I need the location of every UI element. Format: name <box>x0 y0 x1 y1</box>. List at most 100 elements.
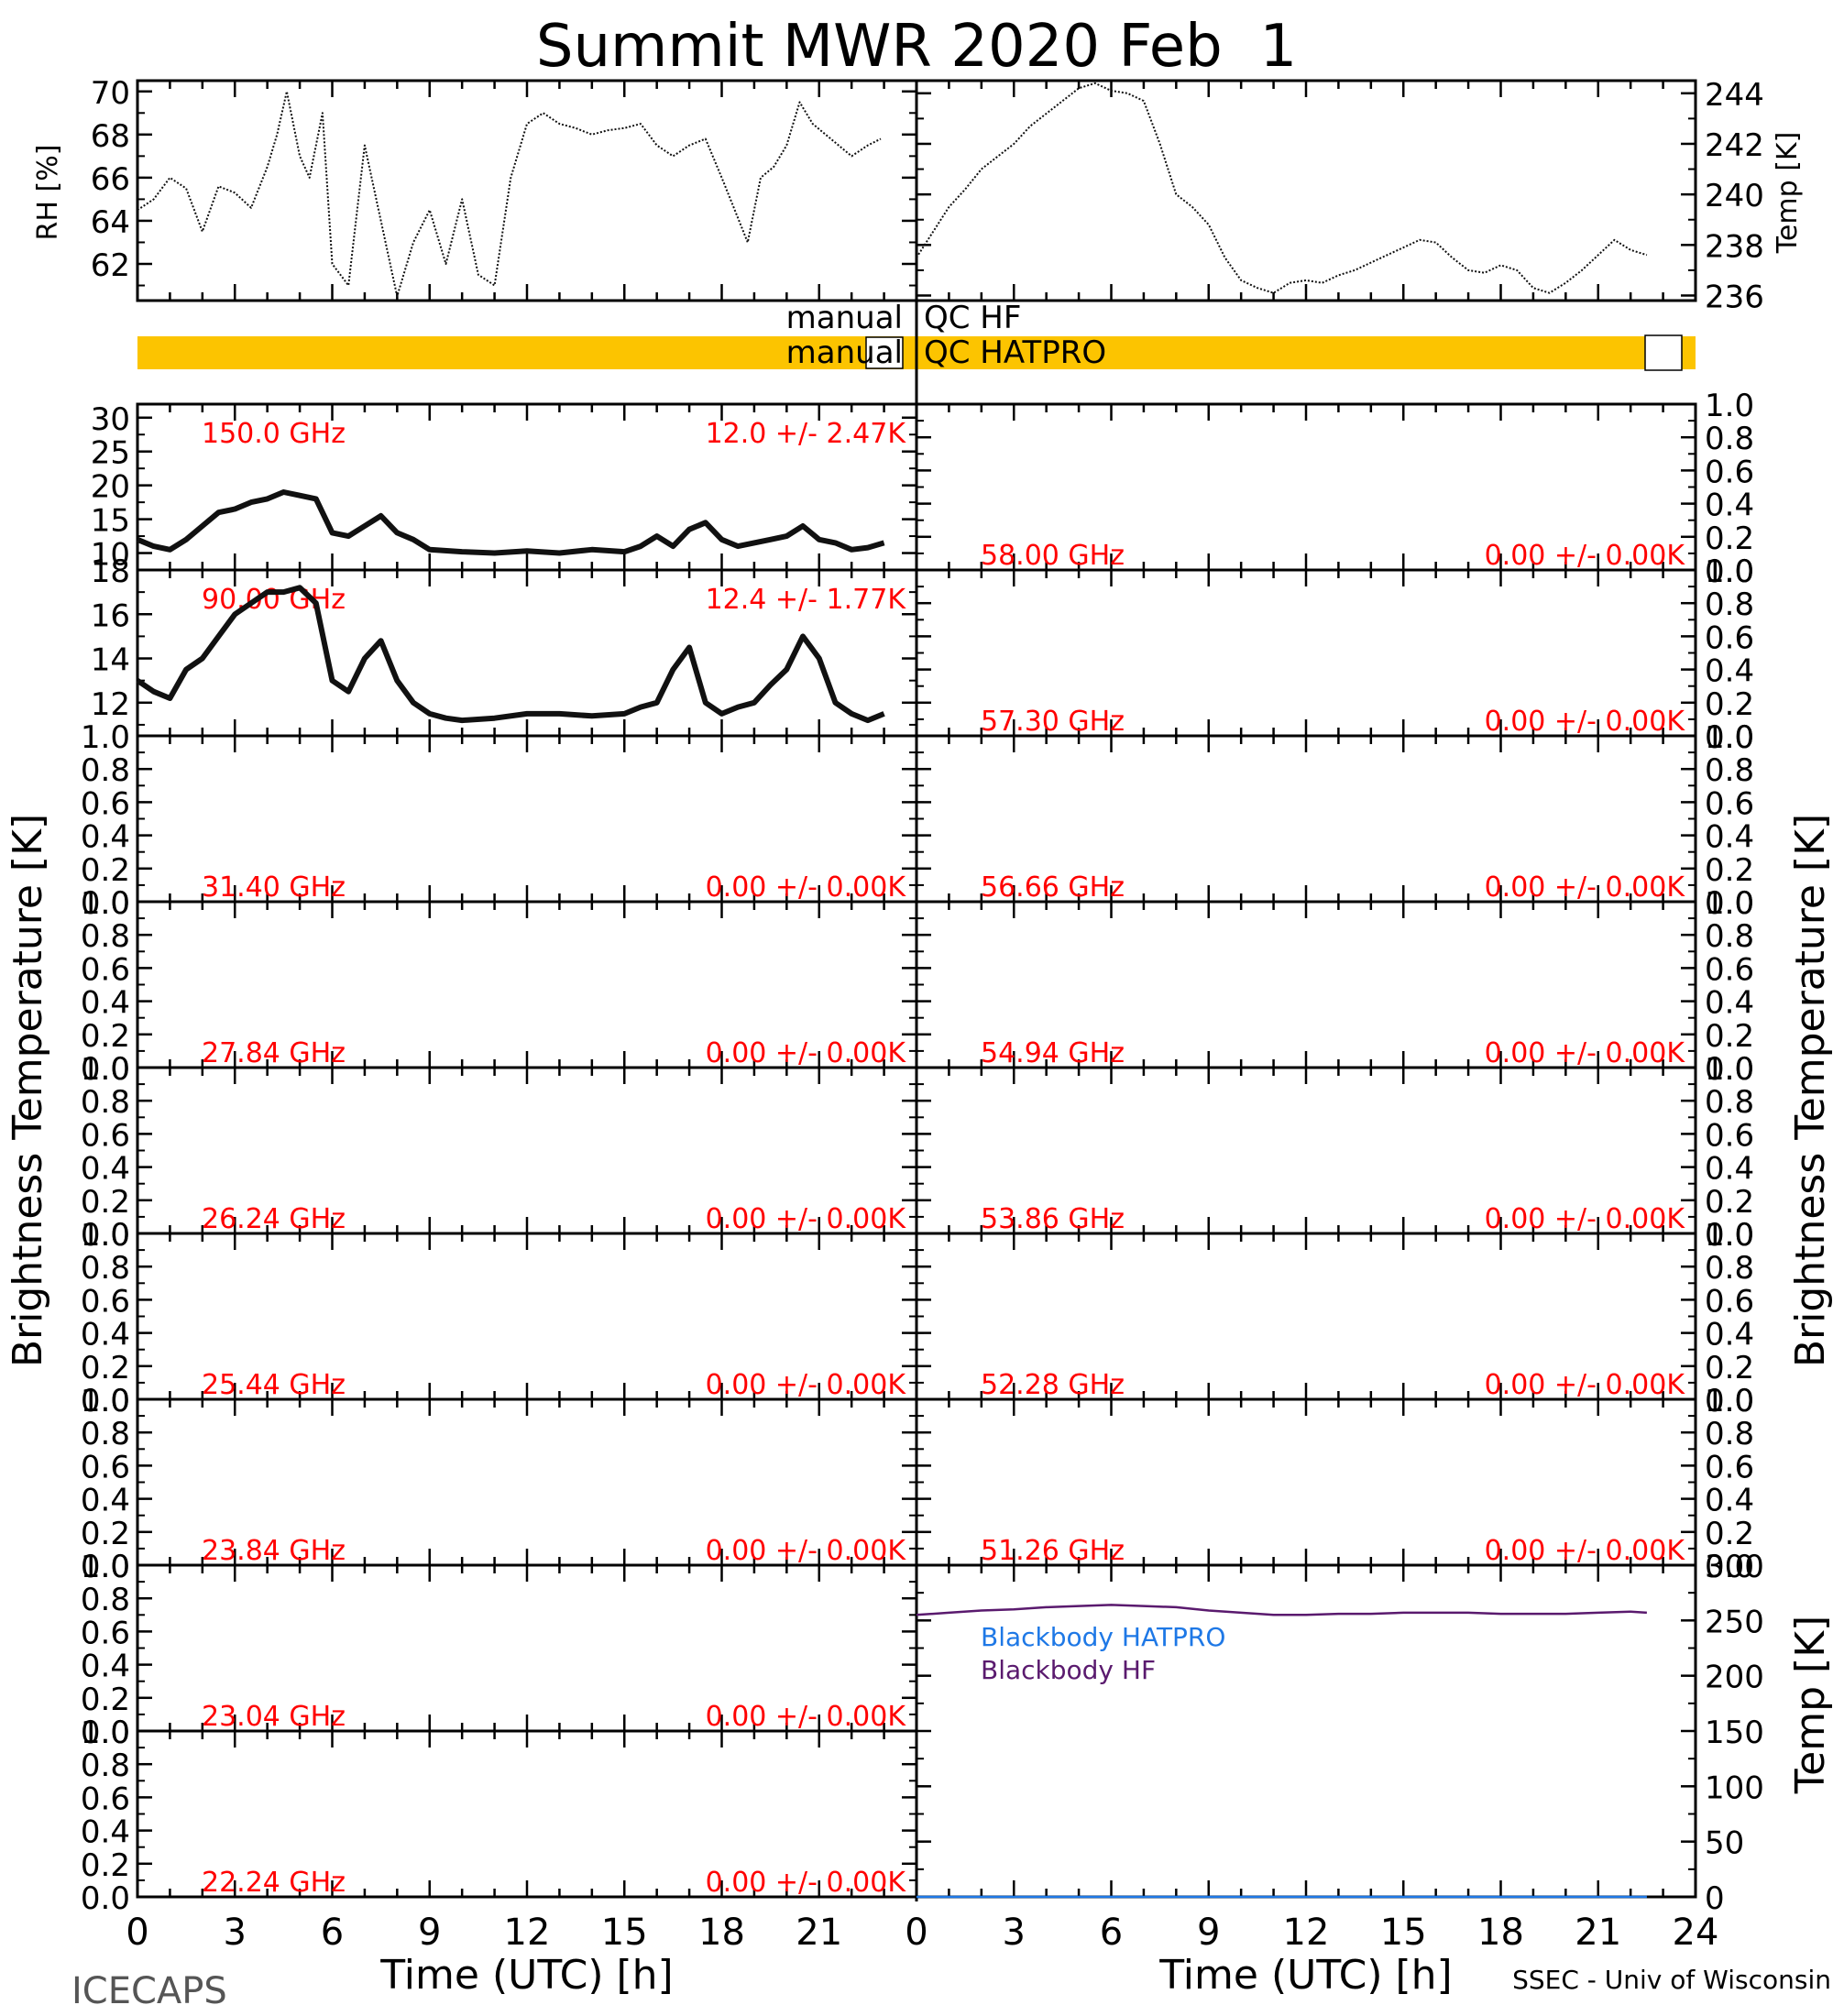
y-tick-label: 1.0 <box>81 1549 130 1585</box>
series-line <box>916 1604 1647 1616</box>
channel-label: 57.30 GHz <box>981 706 1125 738</box>
panel-ch5666: 0.00.20.40.60.81.056.66 GHz 0.00 +/- 0.00… <box>915 719 1754 922</box>
y-tick-label: 0.4 <box>81 819 130 856</box>
channel-label: 22.24 GHz <box>202 1867 346 1899</box>
y-tick-label: 25 <box>91 435 130 472</box>
y-tick-label: 66 <box>91 161 130 198</box>
brightness-axis-label-left: Brightness Temperature [K] <box>5 814 51 1367</box>
x-tick-label: 18 <box>698 1912 745 1954</box>
panel-rh: 62 64 66 68 70 <box>91 75 918 302</box>
channel-stats: 0.00 +/- 0.00K <box>1485 1203 1686 1235</box>
y-tick-label: 0.4 <box>1705 1151 1754 1188</box>
y-tick-label: 0.6 <box>81 1615 130 1651</box>
y-tick-label: 18 <box>91 553 130 590</box>
panel-frame <box>915 79 1697 302</box>
x-tick-label: 0 <box>126 1912 148 1954</box>
y-tick-label: 0.2 <box>1705 1516 1754 1552</box>
panel-ch2624: 0.00.20.40.60.81.026.24 GHz 0.00 +/- 0.00… <box>81 1051 918 1254</box>
channel-label: 27.84 GHz <box>202 1037 346 1069</box>
y-tick-label: 1.0 <box>1705 1051 1754 1088</box>
panel-ch5730: 0.00.20.40.60.81.057.30 GHz 0.00 +/- 0.00… <box>915 553 1754 756</box>
y-tick-label: 0.2 <box>81 1184 130 1221</box>
y-tick-label: 0.6 <box>1705 1449 1754 1485</box>
x-tick-label: 12 <box>504 1912 551 1954</box>
qc-hatpro-label: QC HATPRO <box>924 334 1106 371</box>
y-tick-label: 0.8 <box>1705 918 1754 955</box>
legend-entry: Blackbody HATPRO <box>981 1622 1225 1652</box>
y-tick-label: 244 <box>1705 77 1764 114</box>
panel-ch5386: 0.00.20.40.60.81.053.86 GHz 0.00 +/- 0.00… <box>915 1051 1754 1254</box>
y-tick-label: 0.4 <box>81 1151 130 1188</box>
panel-ch5800: 0.00.20.40.60.81.058.00 GHz 0.00 +/- 0.00… <box>915 388 1754 590</box>
panel-ch5494: 0.00.20.40.60.81.054.94 GHz 0.00 +/- 0.00… <box>915 885 1754 1088</box>
y-tick-label: 1.0 <box>1705 1217 1754 1254</box>
y-tick-label: 0.4 <box>1705 653 1754 690</box>
channel-stats: 0.00 +/- 0.00K <box>1485 1535 1686 1567</box>
channel-label: 58.00 GHz <box>981 540 1125 572</box>
y-tick-label: 0.4 <box>81 1317 130 1353</box>
y-tick-label: 0.8 <box>1705 1416 1754 1452</box>
y-tick-label: 14 <box>91 642 130 679</box>
y-tick-label: 0.2 <box>1705 520 1754 557</box>
qc-hf-label: QC HF <box>924 300 1021 336</box>
y-tick-label: 0.4 <box>81 985 130 1022</box>
temp-axis-label: Temp [K] <box>1772 132 1804 255</box>
channel-stats: 0.00 +/- 0.00K <box>706 1037 907 1069</box>
y-tick-label: 0.8 <box>81 1084 130 1121</box>
channel-label: 54.94 GHz <box>981 1037 1125 1069</box>
channel-stats: 0.00 +/- 0.00K <box>706 1867 907 1899</box>
y-tick-label: 0.0 <box>1705 1549 1754 1585</box>
y-tick-label: 0.8 <box>1705 421 1754 457</box>
series-line <box>137 90 882 298</box>
channel-stats: 12.0 +/- 2.47K <box>706 418 907 450</box>
x-tick-label: 3 <box>224 1912 247 1954</box>
y-tick-label: 0.2 <box>81 1847 130 1884</box>
y-tick-label: 250 <box>1705 1604 1764 1640</box>
y-tick-label: 0.6 <box>1705 454 1754 490</box>
panel-ch2544: 0.00.20.40.60.81.025.44 GHz 0.00 +/- 0.00… <box>81 1217 918 1419</box>
y-tick-label: 1.0 <box>81 1051 130 1088</box>
y-tick-label: 1.0 <box>1705 388 1754 424</box>
legend-entry: Blackbody HF <box>981 1655 1156 1685</box>
y-tick-label: 0.0 <box>1705 553 1754 590</box>
brightness-axis-label-right: Brightness Temperature [K] <box>1787 814 1833 1367</box>
y-tick-label: 0.8 <box>1705 586 1754 623</box>
channel-label: 31.40 GHz <box>202 871 346 904</box>
y-tick-label: 0.4 <box>81 1483 130 1519</box>
y-tick-label: 0.0 <box>81 885 130 922</box>
channel-stats: 0.00 +/- 0.00K <box>706 871 907 904</box>
y-tick-label: 0.2 <box>81 1516 130 1552</box>
y-tick-label: 0.8 <box>81 1582 130 1618</box>
y-tick-label: 150 <box>1705 1715 1764 1751</box>
y-tick-label: 0.6 <box>81 1449 130 1485</box>
y-tick-label: 0.4 <box>1705 488 1754 524</box>
y-tick-label: 64 <box>91 204 130 241</box>
y-tick-label: 0.0 <box>81 1715 130 1751</box>
channel-label: 23.04 GHz <box>202 1701 346 1733</box>
y-tick-label: 0.8 <box>1705 1084 1754 1121</box>
panel-ch90: 12 14 16 18 90.00 GHz 12.4 +/- 1.77K <box>91 553 918 738</box>
y-tick-label: 100 <box>1705 1769 1764 1806</box>
y-tick-label: 0.0 <box>1705 885 1754 922</box>
y-tick-label: 1.0 <box>81 719 130 756</box>
bb-temp-axis-label: Temp [K] <box>1787 1616 1833 1794</box>
y-tick-label: 0.0 <box>81 1051 130 1088</box>
y-tick-label: 0.2 <box>81 1350 130 1386</box>
y-tick-label: 0.2 <box>1705 852 1754 889</box>
y-tick-label: 0.6 <box>81 785 130 822</box>
panel-ch2384: 0.00.20.40.60.81.023.84 GHz 0.00 +/- 0.00… <box>81 1383 918 1585</box>
x-tick-label: 9 <box>1197 1912 1220 1954</box>
y-tick-label: 10 <box>91 537 130 574</box>
y-tick-label: 0.4 <box>1705 1317 1754 1353</box>
y-tick-label: 0.8 <box>1705 1250 1754 1287</box>
y-tick-label: 1.0 <box>81 885 130 922</box>
y-tick-label: 62 <box>91 247 130 284</box>
y-tick-label: 0.0 <box>81 1383 130 1419</box>
y-tick-label: 0.8 <box>81 1748 130 1784</box>
footer-icecaps: ICECAPS <box>71 1970 227 2012</box>
y-tick-label: 16 <box>91 597 130 634</box>
x-tick-label: 18 <box>1477 1912 1524 1954</box>
y-tick-label: 0.2 <box>81 852 130 889</box>
y-tick-label: 238 <box>1705 228 1764 265</box>
